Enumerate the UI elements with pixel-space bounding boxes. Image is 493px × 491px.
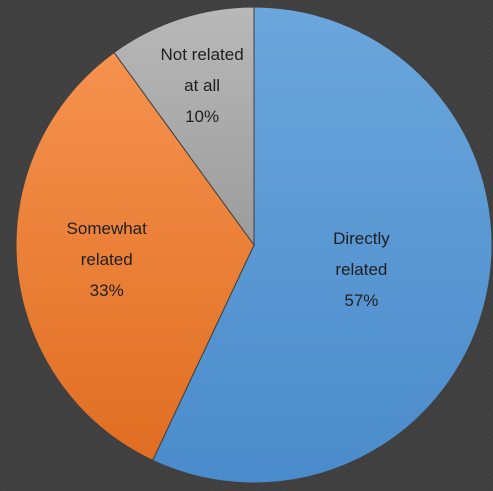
data-label-category: related: [335, 260, 387, 279]
data-label-category: at all: [184, 76, 220, 95]
data-label-percent: 10%: [185, 107, 219, 126]
data-label-category: Directly: [333, 229, 390, 248]
data-label-percent: 33%: [90, 281, 124, 300]
pie-slices: [15, 6, 493, 484]
data-label-category: related: [81, 250, 133, 269]
data-label-percent: 57%: [344, 291, 378, 310]
data-label-category: Somewhat: [67, 219, 148, 238]
data-label: Somewhat related 33%: [67, 219, 148, 300]
pie-labels: Directly related 57% Somewhat related 33% Not …: [67, 45, 391, 310]
pie-slice: [151, 6, 493, 484]
pie-slice: [113, 6, 255, 247]
pie-slice: [15, 51, 255, 462]
data-label: Directly related 57%: [333, 229, 390, 310]
data-label: Not related at all 10%: [161, 45, 244, 126]
data-label-category: Not related: [161, 45, 244, 64]
